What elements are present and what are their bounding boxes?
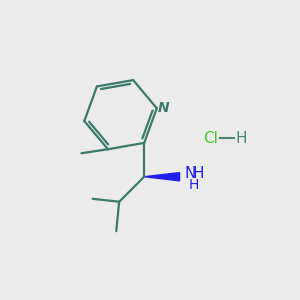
Polygon shape <box>144 172 179 181</box>
Text: H: H <box>192 166 204 181</box>
Text: N: N <box>185 166 196 181</box>
Text: H: H <box>188 178 199 192</box>
Text: N: N <box>158 101 169 115</box>
Text: H: H <box>236 131 248 146</box>
Text: Cl: Cl <box>203 131 218 146</box>
